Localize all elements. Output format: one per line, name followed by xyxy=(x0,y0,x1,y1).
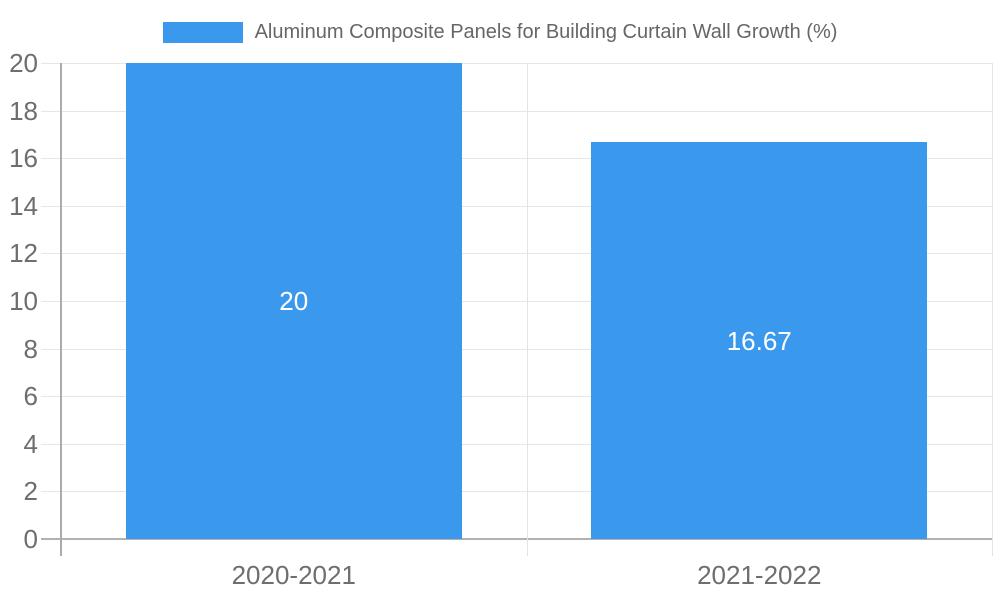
x-axis-tick xyxy=(526,539,528,556)
y-tick-label: 6 xyxy=(23,381,38,412)
gridline xyxy=(41,158,992,160)
y-tick-label: 8 xyxy=(23,333,38,364)
x-axis-tick xyxy=(992,539,993,556)
gridline xyxy=(41,63,992,64)
bar[interactable]: 20 xyxy=(125,63,462,539)
gridline xyxy=(41,110,992,112)
gridline xyxy=(41,205,992,207)
y-tick-label: 12 xyxy=(9,238,38,269)
y-tick-label: 0 xyxy=(23,524,38,554)
y-tick-label: 18 xyxy=(9,95,38,126)
y-tick-label: 20 xyxy=(9,48,38,78)
y-tick-label: 4 xyxy=(23,428,38,459)
bar-value-label: 16.67 xyxy=(726,325,792,356)
y-tick-label: 16 xyxy=(9,143,38,174)
y-axis-line xyxy=(60,63,62,556)
y-tick-label: 10 xyxy=(9,286,38,316)
category-boundary-line xyxy=(992,63,993,539)
gridline xyxy=(41,491,992,493)
x-axis-line xyxy=(41,538,992,540)
legend-swatch-icon xyxy=(162,21,243,43)
bar[interactable]: 16.67 xyxy=(591,142,928,539)
category-boundary-line xyxy=(526,63,528,539)
bar-value-label: 20 xyxy=(279,286,309,316)
legend-label: Aluminum Composite Panels for Building C… xyxy=(254,20,838,43)
gridline xyxy=(41,253,992,255)
y-tick-label: 2 xyxy=(23,476,38,507)
gridline xyxy=(41,396,992,398)
y-tick-label: 14 xyxy=(9,190,38,221)
gridline xyxy=(41,301,992,302)
chart-legend[interactable]: Aluminum Composite Panels for Building C… xyxy=(0,15,1000,49)
gridline xyxy=(41,443,992,445)
gridline xyxy=(41,348,992,350)
x-tick-label: 2021-2022 xyxy=(697,560,822,590)
x-tick-label: 2020-2021 xyxy=(231,560,356,590)
